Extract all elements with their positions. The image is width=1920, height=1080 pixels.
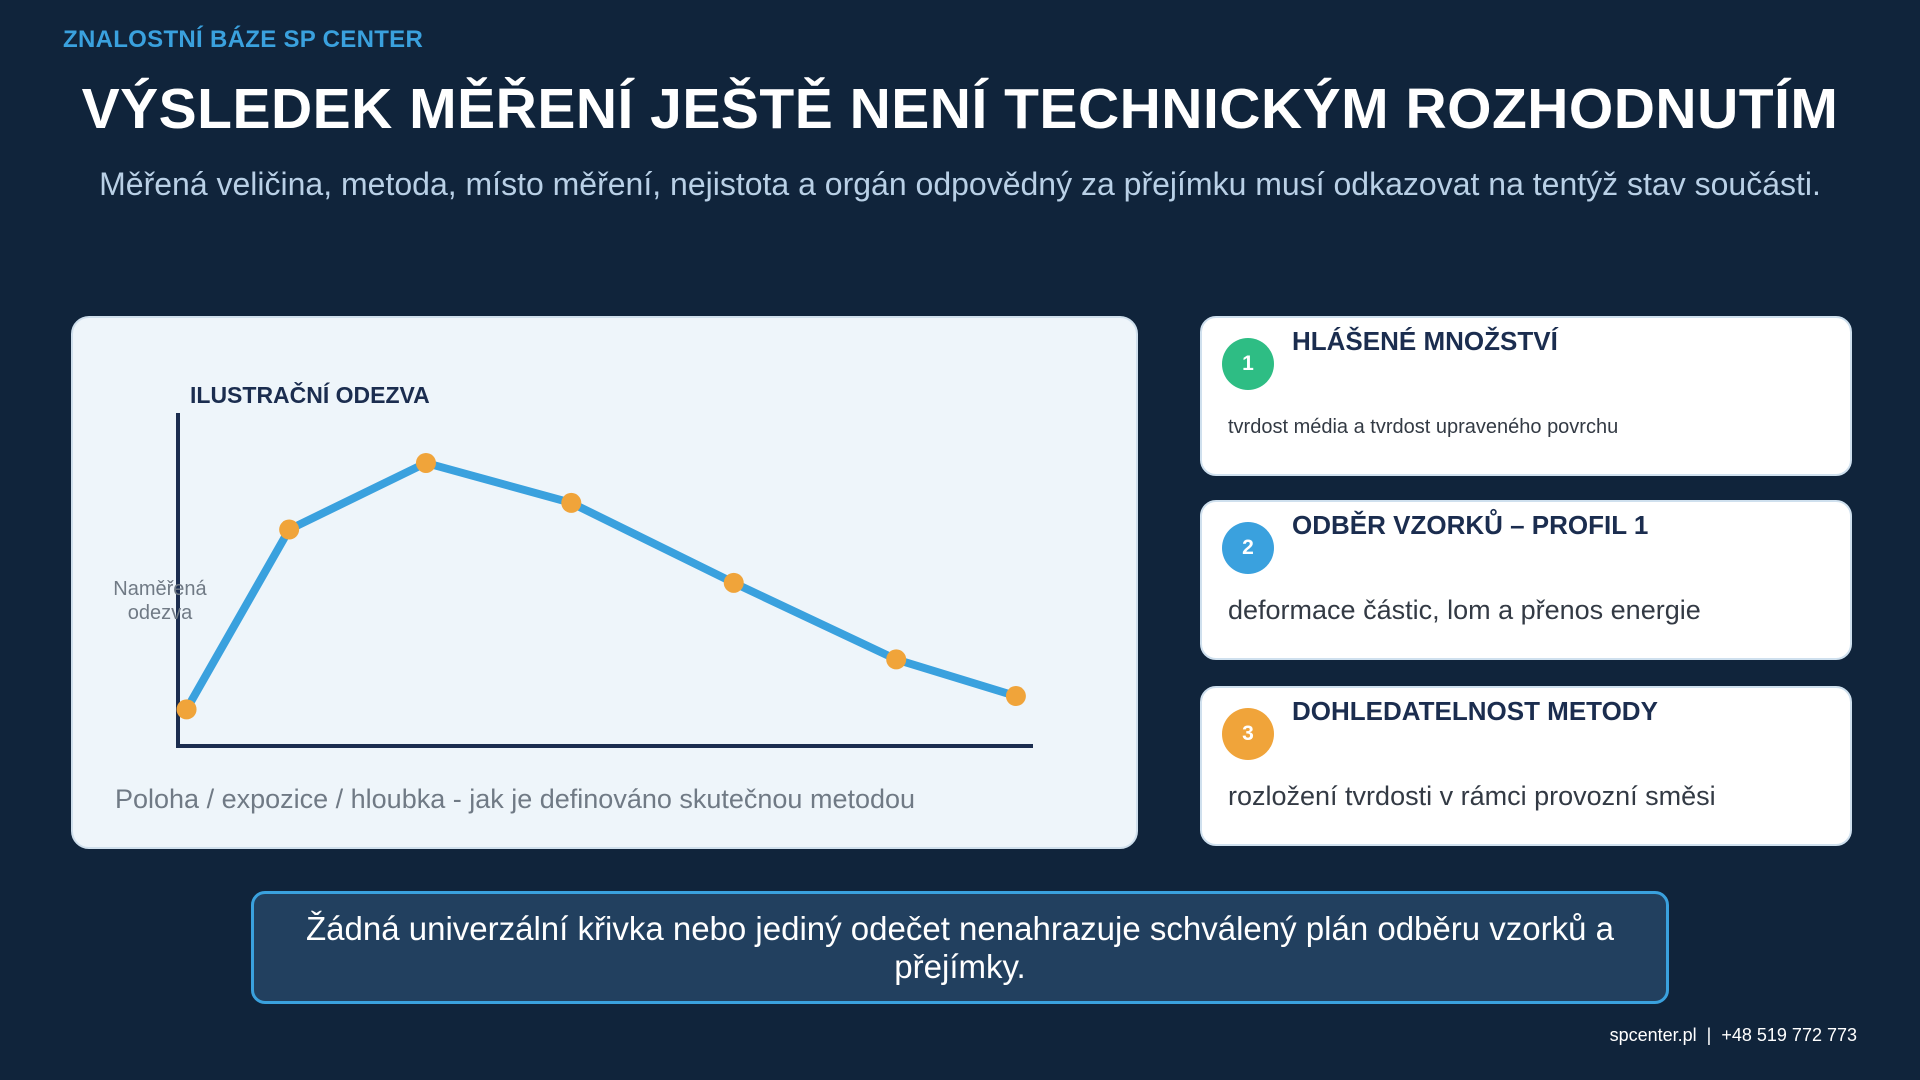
card-title: ODBĚR VZORKŮ – PROFIL 1 (1292, 510, 1649, 540)
chart-title: ILUSTRAČNÍ ODEZVA (190, 381, 430, 408)
card-title: HLÁŠENÉ MNOŽSTVÍ (1292, 326, 1558, 356)
footer-contact: spcenter.pl | +48 519 772 773 (1609, 1025, 1857, 1045)
page-subtitle: Měřená veličina, metoda, místo měření, n… (99, 166, 1821, 202)
data-point-1 (176, 699, 197, 720)
card-title: DOHLEDATELNOST METODY (1292, 696, 1658, 726)
y-axis-label-line2: odezva (128, 602, 193, 624)
data-point-6 (886, 649, 907, 670)
data-point-3 (415, 452, 436, 473)
brand-kicker: ZNALOSTNÍ BÁZE SP CENTER (63, 26, 424, 53)
response-chart: ILUSTRAČNÍ ODEZVA Naměřená odezva Poloha… (113, 381, 1033, 814)
card-text: deformace částic, lom a přenos energie (1228, 595, 1701, 625)
data-point-4 (561, 492, 582, 513)
step-badge-1: 1 (1222, 338, 1274, 390)
data-point-5 (723, 572, 744, 593)
chart-panel: ILUSTRAČNÍ ODEZVA Naměřená odezva Poloha… (71, 316, 1138, 849)
card-sampling-profile: 2 ODBĚR VZORKŮ – PROFIL 1 deformace část… (1200, 500, 1852, 660)
data-point-2 (279, 519, 300, 540)
x-axis-label: Poloha / expozice / hloubka - jak je def… (115, 784, 915, 814)
step-badge-3: 3 (1222, 708, 1274, 760)
card-text: rozložení tvrdosti v rámci provozní směs… (1228, 781, 1716, 811)
y-axis-label: Naměřená (113, 578, 207, 600)
card-reported-quantity: 1 HLÁŠENÉ MNOŽSTVÍ tvrdost média a tvrdo… (1200, 316, 1852, 476)
data-point-7 (1005, 686, 1026, 707)
series-line (182, 458, 1020, 714)
step-badge-2: 2 (1222, 522, 1274, 574)
banner-text: Žádná univerzální křivka nebo jediný ode… (306, 909, 1614, 985)
conclusion-banner: Žádná univerzální křivka nebo jediný ode… (251, 891, 1669, 1004)
page-title: VÝSLEDEK MĚŘENÍ JEŠTĚ NENÍ TECHNICKÝM RO… (81, 77, 1839, 141)
card-text: tvrdost média a tvrdost upraveného povrc… (1228, 416, 1619, 438)
card-method-traceability: 3 DOHLEDATELNOST METODY rozložení tvrdos… (1200, 686, 1852, 846)
